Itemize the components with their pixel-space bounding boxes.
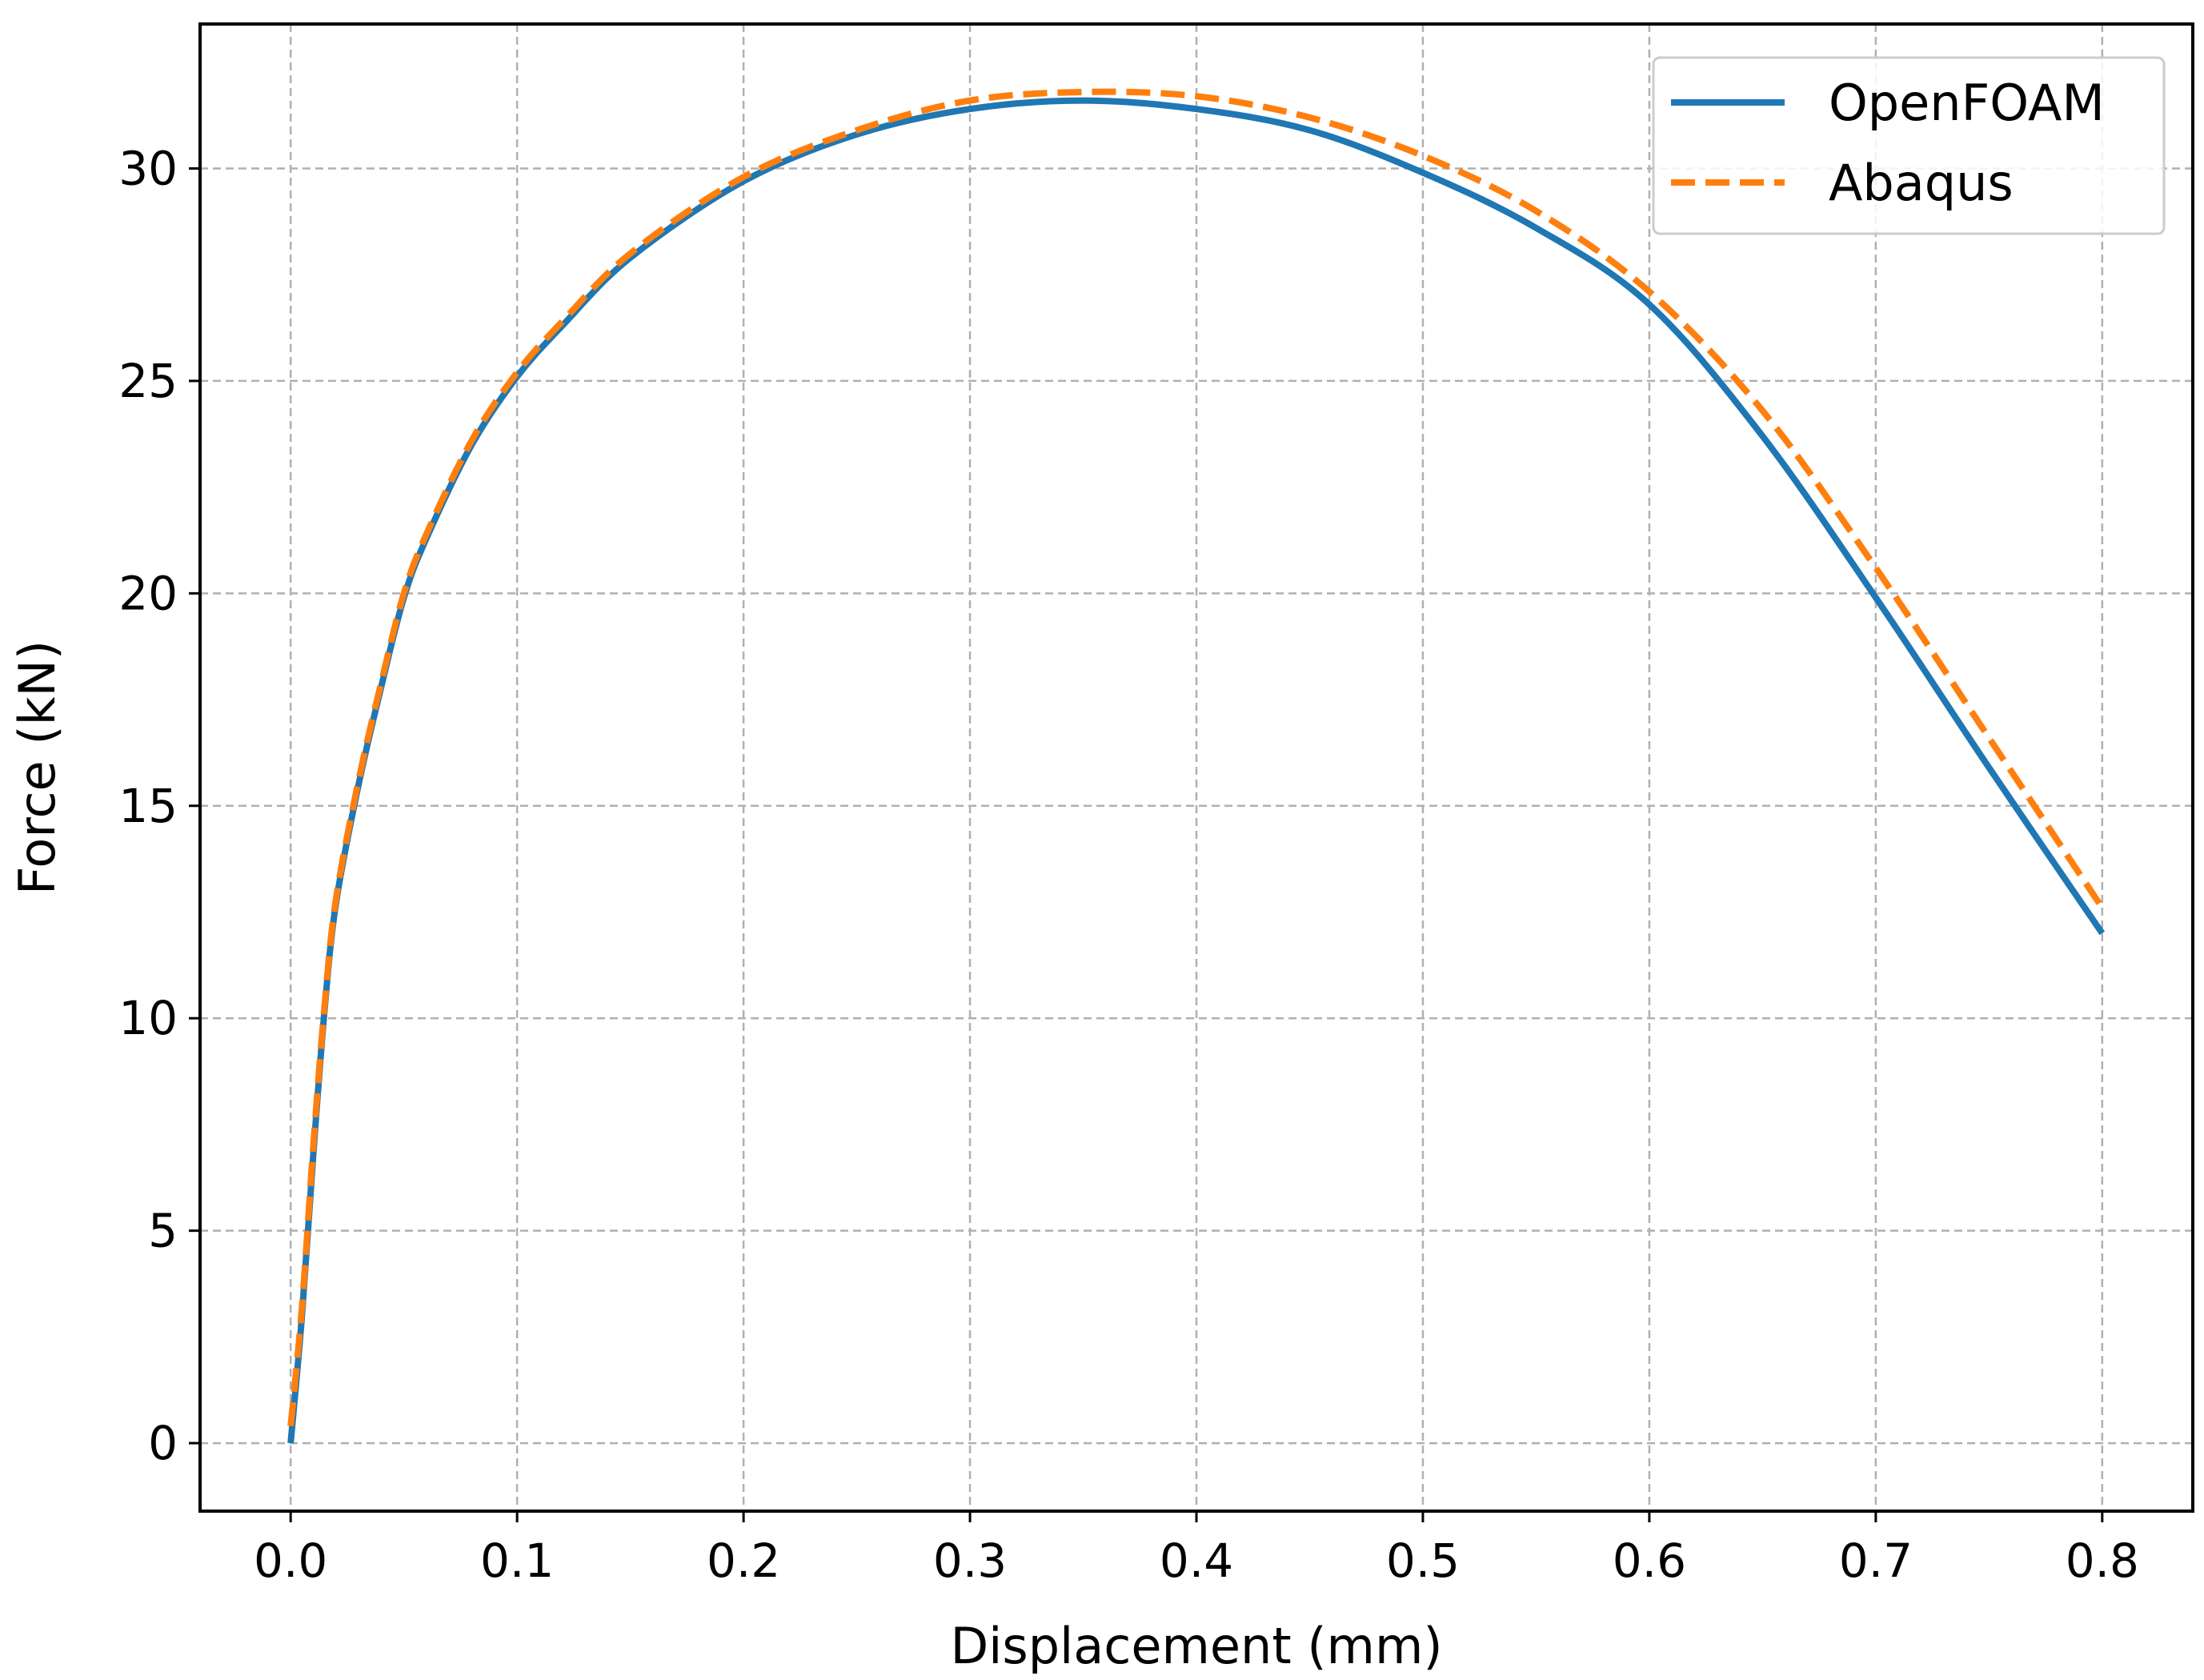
y-tick-label: 10 (118, 991, 178, 1045)
x-tick-label: 0.6 (1613, 1534, 1686, 1588)
x-tick-label: 0.0 (254, 1534, 327, 1588)
x-tick-label: 0.2 (707, 1534, 780, 1588)
y-axis-label: Force (kN) (8, 640, 66, 895)
axis-ticks: 0.0 0.1 0.2 0.3 0.4 0.5 0.6 0.7 0.8 0 5 10 15 20 25 30 (118, 141, 2139, 1588)
x-tick-label: 0.1 (480, 1534, 554, 1588)
x-tick-label: 0.3 (933, 1534, 1007, 1588)
y-tick-label: 0 (148, 1416, 178, 1470)
x-tick-label: 0.5 (1386, 1534, 1460, 1588)
legend-label-abaqus: Abaqus (1829, 154, 2014, 212)
x-axis-label: Displacement (mm) (950, 1617, 1442, 1675)
y-tick-label: 5 (148, 1204, 178, 1258)
x-tick-label: 0.8 (2066, 1534, 2139, 1588)
x-tick-label: 0.7 (1839, 1534, 1913, 1588)
series-line-abaqus (287, 88, 2106, 1427)
series-layer (287, 88, 2106, 1444)
legend-label-openfoam: OpenFOAM (1829, 74, 2105, 132)
y-tick-label: 25 (118, 354, 178, 408)
y-tick-label: 15 (118, 779, 178, 833)
legend: OpenFOAM Abaqus (1652, 56, 2166, 235)
x-tick-label: 0.4 (1160, 1534, 1233, 1588)
grid-lines (200, 24, 2193, 1511)
y-tick-label: 20 (118, 566, 178, 620)
y-tick-label: 30 (118, 141, 178, 195)
